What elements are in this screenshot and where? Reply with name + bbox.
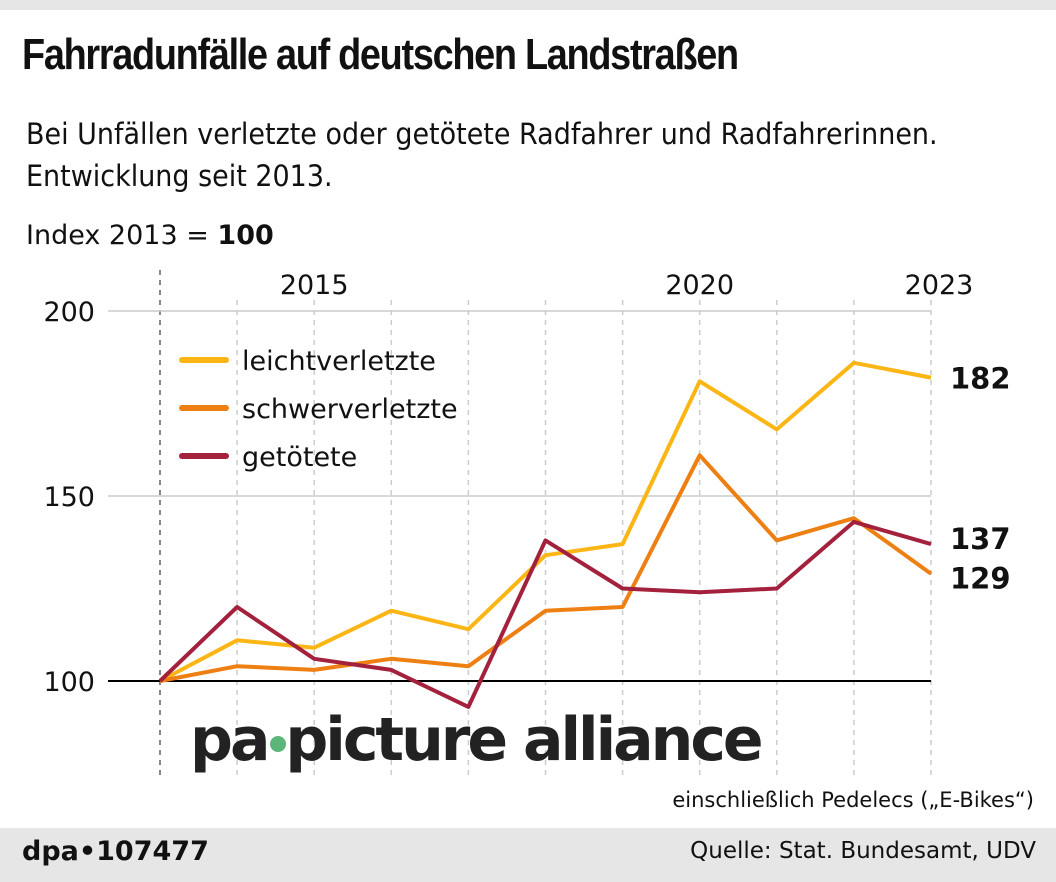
series-line-schwerverletzte bbox=[159, 453, 933, 683]
footer-bar bbox=[0, 828, 1056, 882]
end-value-label: 137 bbox=[950, 522, 1011, 556]
x-tick-label: 2020 bbox=[665, 270, 734, 301]
index-value: 100 bbox=[217, 220, 274, 251]
legend-label: leichtverletzte bbox=[242, 346, 436, 377]
y-tick-label: 100 bbox=[43, 667, 95, 698]
x-tick-label: 2015 bbox=[280, 270, 349, 301]
index-label: Index 2013 = 100 bbox=[26, 220, 274, 251]
series-line-leichtverletzte bbox=[159, 360, 932, 683]
y-tick-label: 150 bbox=[43, 482, 95, 513]
top-bar bbox=[0, 0, 1056, 10]
y-tick-label: 200 bbox=[43, 297, 95, 328]
subtitle-line: Entwicklung seit 2013. bbox=[26, 159, 333, 193]
chart-subtitle: Bei Unfällen verletzte oder getötete Rad… bbox=[26, 113, 938, 197]
graphic-id: dpa•107477 bbox=[22, 836, 209, 867]
subtitle-line: Bei Unfällen verletzte oder getötete Rad… bbox=[26, 117, 938, 151]
end-value-label: 129 bbox=[950, 562, 1011, 596]
legend-label: getötete bbox=[242, 442, 357, 473]
legend-label: schwerverletzte bbox=[242, 394, 458, 425]
chart-title: Fahrradunfälle auf deutschen Landstraßen bbox=[22, 30, 739, 79]
x-tick-label: 2023 bbox=[905, 270, 974, 301]
watermark-logo: pa picture alliance bbox=[190, 705, 761, 775]
watermark-dot bbox=[270, 736, 286, 752]
source: Quelle: Stat. Bundesamt, UDV bbox=[690, 838, 1036, 864]
footnote: einschließlich Pedelecs („E-Bikes“) bbox=[672, 788, 1034, 812]
index-text: Index 2013 = bbox=[26, 220, 218, 251]
series-line-getötete bbox=[158, 519, 932, 709]
end-value-label: 182 bbox=[950, 362, 1011, 396]
